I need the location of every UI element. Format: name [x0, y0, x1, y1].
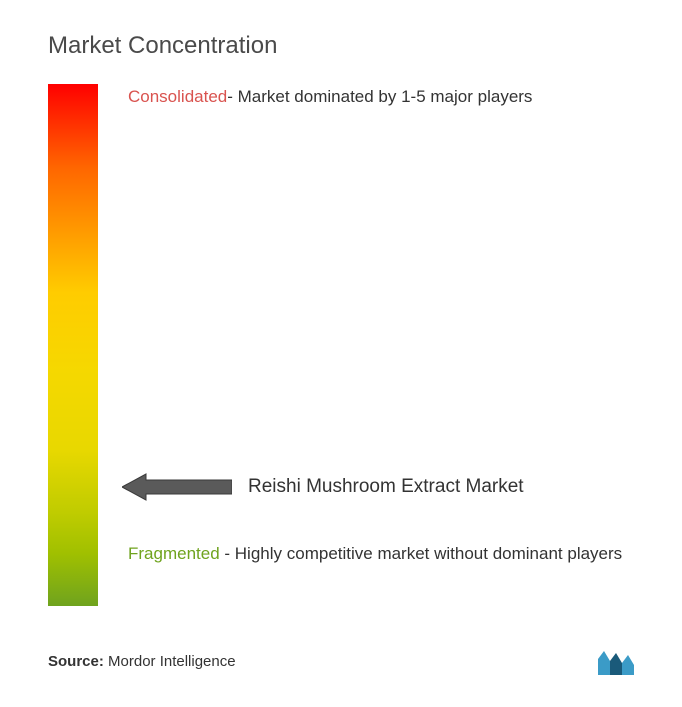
fragmented-highlight: Fragmented [128, 544, 220, 563]
consolidated-label: Consolidated- Market dominated by 1-5 ma… [128, 84, 634, 110]
concentration-gradient-bar [48, 84, 98, 606]
labels-area: Consolidated- Market dominated by 1-5 ma… [98, 84, 634, 606]
market-name: Reishi Mushroom Extract Market [248, 476, 524, 498]
mordor-logo-icon [598, 647, 634, 675]
page-title: Market Concentration [48, 32, 634, 60]
source-row: Source: Mordor Intelligence [48, 647, 634, 675]
fragmented-description: - Highly competitive market without domi… [220, 544, 623, 563]
fragmented-label: Fragmented - Highly competitive market w… [128, 538, 634, 570]
arrow-icon [122, 472, 232, 502]
chart-container: Consolidated- Market dominated by 1-5 ma… [48, 84, 634, 606]
consolidated-description: - Market dominated by 1-5 major players [227, 87, 532, 106]
source-label: Source: [48, 653, 108, 670]
source-value: Mordor Intelligence [108, 653, 236, 670]
consolidated-highlight: Consolidated [128, 87, 227, 106]
source-text: Source: Mordor Intelligence [48, 653, 236, 670]
market-indicator: Reishi Mushroom Extract Market [122, 472, 524, 502]
